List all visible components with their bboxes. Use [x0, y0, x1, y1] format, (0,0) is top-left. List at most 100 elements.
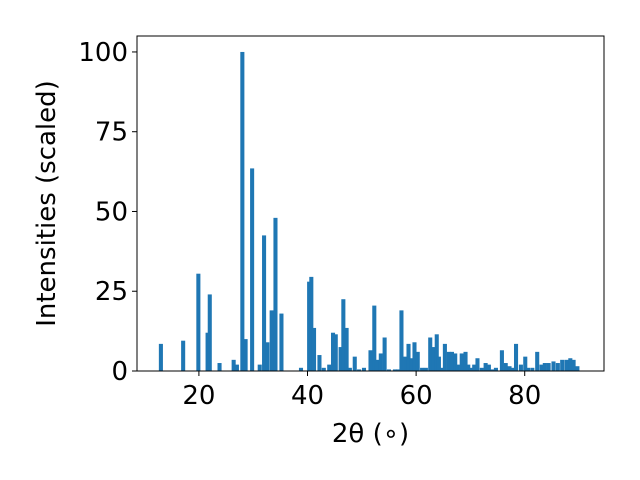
- bar: [309, 276, 314, 371]
- bar: [564, 359, 569, 371]
- bar: [503, 363, 508, 371]
- y-tick-label: 50: [95, 197, 128, 227]
- bar: [575, 366, 580, 371]
- bar: [269, 310, 274, 371]
- bar: [341, 299, 346, 371]
- bar: [406, 343, 411, 371]
- bar: [542, 363, 547, 371]
- bar: [551, 361, 556, 371]
- bar: [205, 332, 210, 371]
- bar: [368, 350, 373, 371]
- bar: [453, 353, 458, 371]
- bar: [499, 350, 504, 371]
- y-axis-label: Intensities (scaled): [32, 80, 62, 327]
- bar: [523, 356, 528, 371]
- bar: [423, 367, 428, 371]
- bar: [409, 358, 414, 371]
- y-tick-label: 0: [111, 357, 128, 387]
- bar: [399, 310, 404, 371]
- x-axis-label: 2θ (∘): [332, 419, 409, 449]
- bar: [307, 281, 312, 371]
- bar: [539, 364, 544, 371]
- bar: [440, 367, 445, 371]
- bar: [262, 235, 267, 371]
- bar: [483, 363, 488, 371]
- bar: [510, 367, 515, 371]
- bar: [431, 347, 436, 371]
- bar: [333, 334, 338, 371]
- bar: [560, 359, 565, 371]
- bar: [347, 367, 352, 371]
- plot-frame: [136, 35, 605, 372]
- bar: [507, 366, 512, 371]
- bar: [352, 356, 357, 371]
- bar: [525, 367, 531, 371]
- bar: [273, 217, 278, 371]
- bar: [338, 347, 343, 371]
- bar: [449, 351, 454, 371]
- bar: [234, 364, 239, 371]
- bar: [240, 51, 245, 371]
- bar-series: [158, 51, 580, 371]
- bar: [250, 168, 255, 371]
- bar: [455, 364, 460, 371]
- bar: [257, 364, 262, 371]
- bar: [279, 313, 284, 371]
- bar: [436, 356, 441, 371]
- bar: [518, 364, 523, 371]
- bar: [243, 339, 248, 371]
- bar: [568, 358, 573, 371]
- bar: [311, 327, 317, 371]
- bar: [327, 364, 332, 371]
- bar: [571, 359, 576, 371]
- bar: [396, 369, 401, 371]
- bar: [378, 353, 383, 371]
- bar: [321, 367, 326, 371]
- y-tick-label: 100: [78, 38, 128, 68]
- bar: [546, 363, 551, 371]
- bar: [535, 351, 540, 371]
- bar: [466, 364, 471, 371]
- bar: [412, 342, 417, 371]
- bar: [298, 367, 304, 371]
- bar: [486, 364, 491, 371]
- bar: [392, 369, 397, 371]
- bar: [493, 367, 498, 371]
- bar: [357, 369, 362, 371]
- bar: [442, 343, 447, 371]
- bar: [472, 364, 477, 371]
- bar: [434, 334, 439, 371]
- bar: [361, 367, 367, 371]
- x-tick-label: 40: [291, 381, 324, 411]
- bar: [468, 367, 473, 371]
- x-axis-ticks: 20 40 60 80: [182, 371, 541, 411]
- bar: [317, 355, 322, 371]
- bar: [428, 337, 433, 371]
- bar: [463, 351, 468, 371]
- bar: [420, 367, 425, 371]
- bar: [513, 343, 519, 371]
- bar: [181, 340, 186, 371]
- bar: [479, 367, 484, 371]
- bar: [415, 351, 420, 371]
- bar: [555, 363, 560, 371]
- x-tick-label: 80: [508, 381, 541, 411]
- bar: [231, 359, 236, 371]
- bar: [372, 305, 377, 371]
- y-tick-label: 25: [95, 277, 128, 307]
- bar: [374, 359, 380, 371]
- bar: [490, 369, 495, 371]
- bar: [403, 356, 408, 371]
- y-axis-ticks: 0 25 50 75 100: [78, 38, 137, 387]
- y-tick-label: 75: [95, 118, 128, 148]
- bar: [265, 342, 270, 371]
- bar: [446, 351, 451, 371]
- bar: [382, 337, 387, 371]
- bar: [330, 332, 336, 371]
- bar: [158, 343, 163, 371]
- bar: [530, 367, 535, 371]
- bar: [344, 327, 349, 371]
- bar: [459, 353, 464, 371]
- bar: [217, 363, 222, 371]
